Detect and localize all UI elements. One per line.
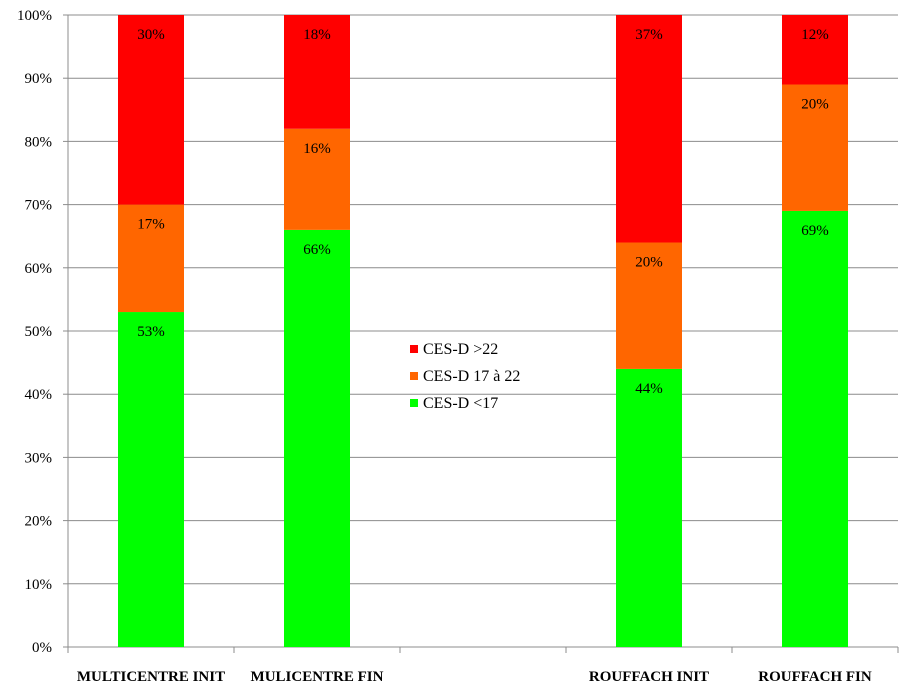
x-axis-categories: MULTICENTRE INIT MULICENTRE FIN ROUFFACH I… bbox=[77, 669, 872, 685]
y-tick-label: 100% bbox=[17, 8, 52, 24]
y-tick-label: 80% bbox=[25, 134, 53, 150]
legend-entry-label: CES-D 17 à 22 bbox=[423, 368, 520, 385]
data-label: 69% bbox=[801, 223, 829, 239]
data-label: 20% bbox=[635, 255, 663, 271]
data-label: 16% bbox=[303, 141, 331, 157]
x-category-label: MULICENTRE FIN bbox=[251, 669, 384, 685]
legend-entry-label: CES-D >22 bbox=[423, 341, 498, 358]
data-label: 18% bbox=[303, 27, 331, 43]
y-tick-label: 70% bbox=[25, 198, 53, 214]
y-tick-label: 40% bbox=[25, 387, 53, 403]
legend-swatch bbox=[410, 372, 418, 380]
y-tick-label: 0% bbox=[32, 640, 52, 656]
data-labels: 53% 17% 30% 66% 16% 18% 44% 20% 37% 69% 20% 12% bbox=[137, 27, 829, 397]
bar-segment bbox=[782, 15, 848, 85]
data-label: 30% bbox=[137, 27, 165, 43]
data-label: 37% bbox=[635, 27, 663, 43]
legend: CES-D >22 CES-D 17 à 22 CES-D <17 bbox=[410, 341, 520, 412]
data-label: 17% bbox=[137, 217, 165, 233]
bar-segment bbox=[284, 229, 350, 647]
bar-segment bbox=[118, 312, 184, 647]
legend-entry-label: CES-D <17 bbox=[423, 395, 498, 412]
y-tick-label: 90% bbox=[25, 71, 53, 87]
data-label: 66% bbox=[303, 242, 331, 258]
y-tick-label: 10% bbox=[25, 577, 53, 593]
bars bbox=[118, 15, 848, 648]
bar-segment bbox=[118, 204, 184, 313]
x-category-label: MULTICENTRE INIT bbox=[77, 669, 225, 685]
bar-segment bbox=[782, 210, 848, 648]
data-label: 20% bbox=[801, 97, 829, 113]
x-category-label: ROUFFACH INIT bbox=[589, 669, 709, 685]
x-category-label: ROUFFACH FIN bbox=[758, 669, 872, 685]
y-axis-ticks: 0% 10% 20% 30% 40% 50% 60% 70% 80% 90% 100% bbox=[17, 8, 52, 656]
data-label: 12% bbox=[801, 27, 829, 43]
y-tick-label: 60% bbox=[25, 261, 53, 277]
bar-segment bbox=[782, 84, 848, 211]
y-tick-label: 20% bbox=[25, 514, 53, 530]
bar-segment bbox=[284, 15, 350, 129]
bar-segment bbox=[616, 15, 682, 243]
y-tick-label: 50% bbox=[25, 324, 53, 340]
bar-segment bbox=[118, 15, 184, 205]
legend-swatch bbox=[410, 399, 418, 407]
y-tick-label: 30% bbox=[25, 450, 53, 466]
bar-segment bbox=[616, 368, 682, 647]
data-label: 53% bbox=[137, 324, 165, 340]
bar-segment bbox=[616, 242, 682, 369]
legend-swatch bbox=[410, 345, 418, 353]
data-label: 44% bbox=[635, 381, 663, 397]
bar-segment bbox=[284, 128, 350, 230]
gridlines bbox=[63, 14, 899, 653]
